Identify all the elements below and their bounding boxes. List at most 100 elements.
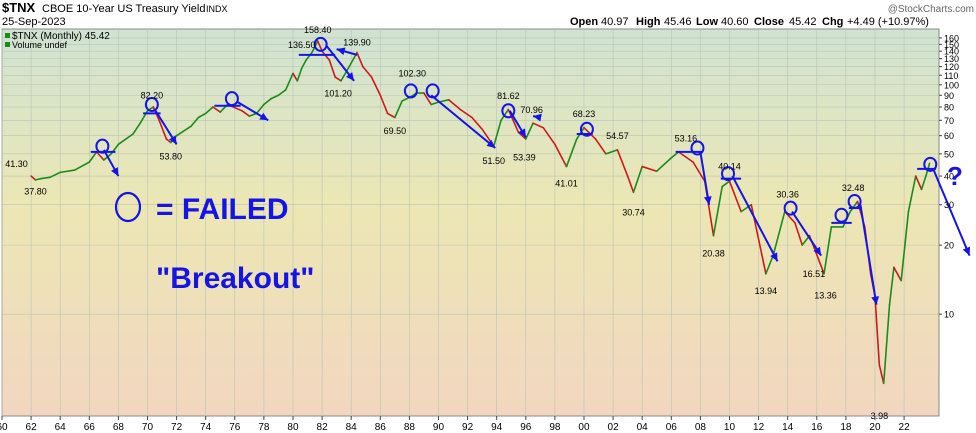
- y-tick-label: 130: [944, 54, 959, 64]
- x-tick-label: 10: [724, 422, 736, 433]
- x-tick-label: 90: [433, 422, 445, 433]
- x-tick-label: 74: [200, 422, 212, 433]
- x-tick-label: 12: [753, 422, 765, 433]
- value-label: 41.01: [555, 179, 578, 189]
- price-segment: [907, 175, 917, 213]
- x-tick-label: 14: [782, 422, 794, 433]
- value-label: 53.16: [675, 134, 698, 144]
- arrow-head: [770, 252, 778, 262]
- arrow-head: [486, 139, 496, 149]
- breakout-label: "Breakout": [156, 262, 314, 295]
- price-segment: [728, 180, 742, 213]
- x-tick-label: 72: [171, 422, 183, 433]
- price-segment: [616, 149, 629, 177]
- arrow-head: [111, 167, 119, 177]
- value-label: 30.74: [622, 207, 645, 217]
- price-segment: [423, 92, 433, 106]
- failed-breakout-circle: [501, 103, 516, 119]
- legend-price: $TNX (Monthly) 45.42: [12, 31, 110, 42]
- price-segment: [132, 122, 142, 135]
- trend-arrow: [430, 94, 496, 149]
- price-segment: [900, 210, 910, 282]
- x-tick-label: 22: [899, 422, 911, 433]
- price-segment: [677, 151, 694, 163]
- y-tick-label: 70: [944, 116, 954, 126]
- price-segment: [88, 151, 98, 163]
- instrument-name: CBOE 10-Year US Treasury Yield: [42, 3, 205, 15]
- price-segment: [670, 151, 680, 159]
- arrow-head: [346, 72, 355, 81]
- value-label: 40.14: [718, 162, 741, 172]
- value-label: 139.90: [343, 37, 371, 47]
- value-label: 101.20: [324, 89, 352, 99]
- y-tick-label: 140: [944, 47, 959, 57]
- y-tick-label: 110: [944, 71, 958, 81]
- value-label: 30.36: [776, 190, 799, 200]
- price-segment: [542, 126, 556, 146]
- x-tick-label: 92: [462, 422, 474, 433]
- x-tick-label: 60: [0, 422, 8, 433]
- y-tick-label: 60: [944, 131, 954, 141]
- value-label: 13.36: [814, 290, 837, 300]
- value-label: 41.30: [5, 159, 28, 169]
- x-tick-label: 94: [491, 422, 503, 433]
- x-tick-label: 78: [258, 422, 270, 433]
- value-label: 20.38: [702, 248, 725, 258]
- price-segment: [300, 59, 307, 70]
- price-segment: [882, 303, 891, 385]
- price-segment: [263, 97, 272, 106]
- close-label: Close: [754, 16, 784, 28]
- trend-arrow: [791, 211, 822, 257]
- x-tick-label: 16: [811, 422, 823, 433]
- price-segment: [721, 180, 731, 188]
- x-tick-label: 70: [142, 422, 154, 433]
- price-segment: [920, 175, 927, 191]
- price-segment: [430, 101, 440, 106]
- price-segment: [641, 165, 658, 173]
- value-label: 53.39: [513, 152, 536, 162]
- trend-arrow: [932, 168, 971, 257]
- arrow-head: [871, 296, 880, 305]
- y-tick-label: 150: [944, 40, 959, 50]
- price-segment: [914, 175, 923, 191]
- value-label: 68.23: [573, 109, 596, 119]
- value-label: 32.48: [842, 183, 865, 193]
- price-segment: [878, 364, 885, 385]
- price-segment: [165, 138, 172, 144]
- price-segment: [49, 171, 61, 179]
- value-label: 13.94: [755, 286, 778, 296]
- symbol: $TNX: [2, 0, 36, 15]
- price-segment: [507, 108, 520, 134]
- price-segment: [772, 210, 786, 257]
- price-segment: [823, 226, 833, 275]
- price-segment: [594, 138, 607, 155]
- y-tick-label: 40: [944, 172, 954, 182]
- price-segment: [40, 176, 51, 180]
- legend-volume-swatch: [5, 42, 10, 47]
- price-segment: [212, 106, 222, 113]
- price-segment: [565, 138, 578, 168]
- price-segment: [284, 72, 294, 91]
- x-tick-label: 62: [26, 422, 38, 433]
- price-segment: [59, 169, 76, 174]
- arrow-head: [703, 196, 712, 205]
- price-segment: [605, 149, 619, 155]
- trend-arrow: [859, 204, 878, 305]
- price-segment: [362, 65, 373, 78]
- price-segment: [248, 112, 258, 117]
- price-segment: [334, 76, 342, 82]
- price-segment: [655, 157, 673, 173]
- x-tick-label: 00: [578, 422, 590, 433]
- value-label: 69.50: [384, 126, 407, 136]
- low-label: Low: [696, 16, 718, 28]
- price-segment: [447, 98, 462, 111]
- price-segment: [765, 254, 774, 275]
- x-tick-label: 08: [695, 422, 707, 433]
- failed-breakout-legend: = FAILED "Breakout": [114, 191, 314, 295]
- x-tick-label: 88: [404, 422, 416, 433]
- price-segment: [241, 110, 251, 117]
- failed-breakout-circle: [923, 156, 938, 172]
- price-segment: [370, 76, 382, 97]
- arrow-head: [336, 47, 346, 56]
- price-segment: [379, 94, 389, 115]
